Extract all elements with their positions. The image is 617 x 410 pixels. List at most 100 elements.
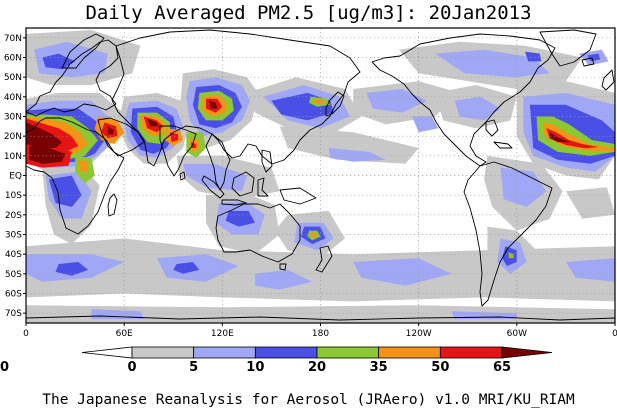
coast-iceland: [581, 57, 595, 67]
lat-tick-label: 70N: [4, 34, 22, 44]
colorbar-cell: [378, 346, 441, 359]
coast-europe: [26, 39, 119, 117]
coast-sulawesi: [257, 177, 269, 197]
coast-newguinea: [279, 187, 317, 205]
pm25-region-southern-ocean: [26, 238, 615, 302]
pm25-region-gulf-of-guinea: [29, 146, 66, 164]
lon-tick-label: 0: [23, 329, 29, 339]
colorbar-cell: [316, 346, 380, 359]
coast-arabia: [97, 117, 145, 157]
coast-north-america: [371, 33, 556, 167]
coastlines: [26, 29, 615, 321]
pm25-region-southern-ocean: [565, 258, 615, 282]
lon-tick-label: 180: [312, 329, 329, 339]
coast-newzealand: [315, 245, 333, 273]
colorbar-cell: [254, 346, 318, 359]
coast-australia: [215, 203, 301, 263]
pm25-region-pacific-hotspot: [314, 98, 326, 104]
lat-tick-label: 10N: [4, 152, 22, 162]
coast-madagascar: [107, 193, 118, 217]
coast-java: [221, 199, 247, 206]
coast-philippines: [261, 149, 273, 173]
pm25-region-east-asia: [209, 100, 218, 109]
lat-tick-label: 60S: [5, 290, 22, 300]
map-gridlines: [26, 28, 615, 323]
lon-tick-label: 60E: [116, 329, 133, 339]
lon-tick-label: 120W: [406, 329, 432, 339]
lat-tick-label: 40N: [4, 93, 22, 103]
colorbar-label: 65: [493, 360, 511, 375]
pm25-region-antarctic-band: [91, 309, 144, 320]
coast-cuba: [493, 141, 513, 149]
pm25-region-southern-ocean: [173, 262, 200, 274]
coast-srilanka: [179, 171, 186, 181]
coast-asia: [111, 29, 361, 167]
colorbar-cell: [439, 346, 503, 359]
lat-tick-label: 20N: [4, 132, 22, 142]
colorbar-cell: [501, 346, 553, 359]
colorbar-label: 50: [431, 360, 449, 375]
lat-tick-label: 70S: [5, 309, 22, 319]
pm25-region-atlantic-plume: [549, 132, 571, 143]
colorbar-label: 20: [308, 360, 326, 375]
colorbar: 0 5 10 20 35 50 65 80: [0, 346, 553, 375]
pm25-region-canada-arctic: [525, 51, 542, 62]
pm25-region-southern-ocean: [255, 269, 313, 290]
lon-tick-label: 0: [612, 329, 617, 339]
lat-tick-label: 30N: [4, 113, 22, 123]
lat-tick-label: 50S: [5, 270, 22, 280]
lat-tick-label: 30S: [5, 231, 22, 241]
pm25-region-east-africa: [78, 159, 89, 172]
pm25-region-southern-ocean: [156, 254, 239, 282]
colorbar-label: 10: [246, 360, 264, 375]
pm25-region-bay-of-bengal: [170, 132, 179, 143]
pm25-region-amazon: [500, 167, 547, 207]
coast-tasmania: [279, 263, 287, 271]
pm25-region-south-pacific-blob: [311, 232, 318, 238]
figure-title: Daily Averaged PM2.5 [ug/m3]: 20Jan2013: [85, 2, 531, 24]
pm25-region-central-pacific: [328, 148, 386, 162]
lon-tick-label: 60W: [507, 329, 527, 339]
pm25-region-arabia: [107, 126, 115, 135]
coast-scandinavia: [61, 33, 105, 69]
coast-britain: [601, 69, 615, 91]
lon-tick-label: 120E: [211, 329, 234, 339]
coast-indochina: [205, 133, 231, 191]
coast-south-america: [463, 161, 553, 307]
pm25-region-south-asia: [147, 118, 159, 127]
lat-tick-label: 40S: [5, 250, 22, 260]
lat-tick-label: 50N: [4, 73, 22, 83]
pm25-region-north-pacific-belt: [366, 89, 427, 113]
coast-sumatra: [201, 175, 225, 199]
pm25-region-central-pacific: [279, 126, 419, 164]
pm25-region-southern-ocean: [55, 262, 89, 276]
colorbar-cell: [131, 346, 195, 359]
pm25-region-atlantic-plume: [543, 122, 615, 151]
colorbar-label: 35: [370, 360, 388, 375]
pm25-region-southern-ocean: [353, 258, 452, 286]
data-credit: The Japanese Reanalysis for Aerosol (JRA…: [42, 392, 575, 408]
lat-tick-label: 10S: [5, 191, 22, 201]
coast-africa: [26, 117, 125, 235]
pm25-region-southern-africa: [48, 175, 82, 207]
colorbar-label: 5: [189, 360, 198, 375]
pm25-region-north-america: [454, 96, 501, 121]
lat-tick-label: EQ: [9, 172, 22, 182]
colorbar-cell: [81, 346, 133, 359]
pm25-region-sahara-west-africa: [26, 122, 62, 148]
coast-borneo: [231, 171, 255, 197]
pm25-region-north-atlantic-patch: [587, 53, 601, 62]
coast-greenland: [539, 29, 597, 67]
lat-tick-label: 20S: [5, 211, 22, 221]
latitude-axis: 70N 60N 50N 40N 30N 20N 10N EQ 10S 20S 30S 40S 50S 60…: [4, 34, 26, 319]
pm25-region-canada-arctic: [435, 49, 550, 78]
colorbar-label: 0: [127, 360, 136, 375]
coast-florida: [485, 119, 499, 137]
longitude-axis: 0 60E 120E 180 120W 60W 0: [23, 323, 617, 339]
lat-tick-label: 60N: [4, 54, 22, 64]
colorbar-label: 80: [0, 360, 9, 375]
coast-antarctica: [26, 315, 615, 321]
coast-japan: [325, 91, 345, 117]
colorbar-cell: [193, 346, 256, 359]
